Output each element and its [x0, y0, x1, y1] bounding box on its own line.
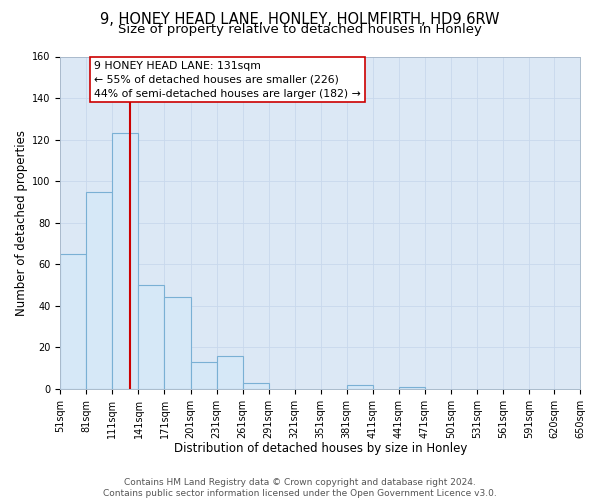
Bar	[164, 298, 191, 389]
Bar	[242, 382, 269, 389]
Bar	[347, 384, 373, 389]
Bar	[398, 387, 425, 389]
Bar	[86, 192, 112, 389]
Text: Contains HM Land Registry data © Crown copyright and database right 2024.
Contai: Contains HM Land Registry data © Crown c…	[103, 478, 497, 498]
Bar	[191, 362, 217, 389]
Bar	[61, 254, 86, 389]
Y-axis label: Number of detached properties: Number of detached properties	[15, 130, 28, 316]
Bar	[217, 356, 242, 389]
Bar	[139, 285, 164, 389]
Bar	[112, 134, 139, 389]
X-axis label: Distribution of detached houses by size in Honley: Distribution of detached houses by size …	[173, 442, 467, 455]
Text: 9 HONEY HEAD LANE: 131sqm
← 55% of detached houses are smaller (226)
44% of semi: 9 HONEY HEAD LANE: 131sqm ← 55% of detac…	[94, 60, 361, 98]
Text: 9, HONEY HEAD LANE, HONLEY, HOLMFIRTH, HD9 6RW: 9, HONEY HEAD LANE, HONLEY, HOLMFIRTH, H…	[100, 12, 500, 28]
Text: Size of property relative to detached houses in Honley: Size of property relative to detached ho…	[118, 22, 482, 36]
